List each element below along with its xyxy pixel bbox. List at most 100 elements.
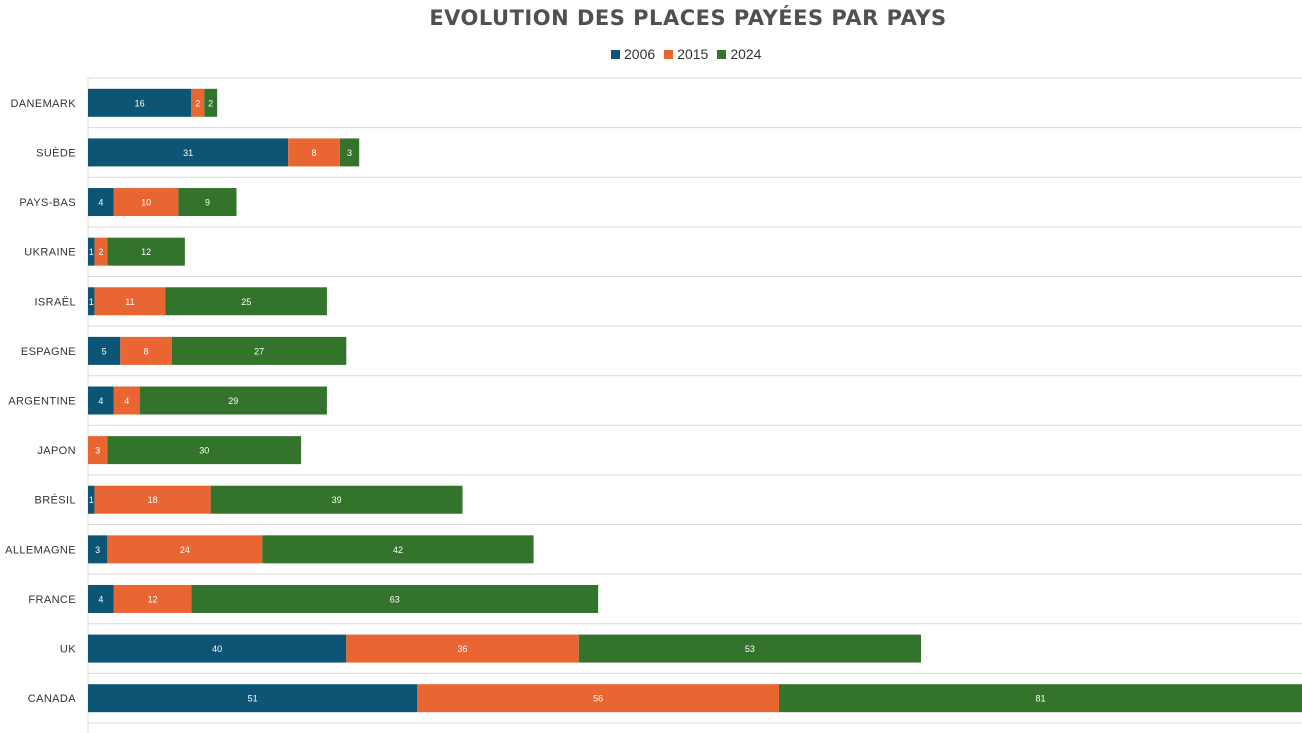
data-label-2015-japon: 3 [95, 446, 100, 456]
bar-2024-brésil [210, 485, 463, 514]
bar-2015-brésil [94, 485, 211, 514]
bar-2024-danemark [204, 88, 218, 117]
bar-2006-danemark [88, 88, 192, 117]
data-label-2015-ukraine: 2 [98, 247, 103, 257]
bar-2024-uk [578, 634, 922, 663]
data-label-2024-argentine: 29 [228, 396, 238, 406]
data-label-2024-espagne: 27 [254, 346, 264, 356]
category-label-argentine: ARGENTINE [8, 396, 76, 408]
legend-swatch-2006 [611, 49, 620, 59]
data-label-2024-brésil: 39 [332, 495, 342, 505]
legend-item-2024[interactable]: 2024 [717, 46, 761, 62]
category-label-israël: ISRAËL [34, 296, 76, 308]
data-label-2015-israël: 11 [125, 297, 134, 307]
data-label-2006-ukraine: 1 [89, 247, 94, 257]
chart-title: EVOLUTION DES PLACES PAYÉES PAR PAYS [429, 6, 947, 30]
category-label-uk: UK [60, 644, 76, 656]
legend-item-2015[interactable]: 2015 [664, 46, 708, 62]
bar-2006-suède [88, 138, 289, 167]
data-label-2015-argentine: 4 [124, 396, 129, 406]
data-label-2024-japon: 30 [199, 446, 209, 456]
bar-2006-argentine [88, 386, 114, 415]
data-label-2024-danemark: 2 [208, 98, 213, 108]
legend-label-2015: 2015 [677, 46, 709, 62]
data-label-2015-espagne: 8 [144, 346, 149, 356]
data-label-2015-uk: 36 [458, 644, 468, 654]
bar-2015-espagne [120, 336, 172, 365]
data-label-2024-france: 63 [390, 594, 400, 604]
bar-2015-canada [417, 684, 779, 713]
category-label-suède: SUÈDE [36, 146, 76, 159]
bar-2015-japon [88, 436, 108, 465]
bar-2015-uk [346, 634, 579, 663]
data-label-2015-canada: 56 [593, 694, 603, 704]
legend-item-2006[interactable]: 2006 [611, 46, 655, 62]
bar-2024-canada [778, 684, 1302, 713]
legend-label-2024: 2024 [730, 46, 762, 62]
data-label-2006-pays-bas: 4 [98, 198, 103, 208]
bar-2006-israël [88, 287, 95, 316]
data-label-2024-uk: 53 [745, 644, 755, 654]
data-label-2024-canada: 81 [1035, 694, 1045, 704]
bar-2024-pays-bas [178, 188, 237, 217]
category-label-brésil: BRÉSIL [34, 494, 76, 507]
data-label-2015-allemagne: 24 [180, 545, 190, 555]
chart-legend: 2006 2015 2024 [611, 45, 770, 63]
data-label-2015-pays-bas: 10 [141, 198, 151, 208]
bar-2006-france [88, 584, 114, 613]
data-label-2006-brésil: 1 [89, 495, 94, 505]
bar-2024-argentine [139, 386, 327, 415]
data-label-2015-suède: 8 [312, 148, 317, 158]
bar-2015-pays-bas [113, 188, 179, 217]
bar-2015-allemagne [107, 535, 263, 564]
data-label-2006-allemagne: 3 [95, 545, 100, 555]
bar-2024-ukraine [107, 237, 185, 266]
bar-2006-brésil [88, 485, 95, 514]
data-label-2006-israël: 1 [89, 297, 94, 307]
data-label-2006-suède: 31 [183, 148, 193, 158]
category-label-pays-bas: PAYS-BAS [19, 197, 76, 209]
category-label-japon: JAPON [37, 445, 76, 457]
bar-2015-ukraine [94, 237, 108, 266]
bar-2024-israël [165, 287, 327, 316]
category-label-ukraine: UKRAINE [24, 247, 76, 259]
data-label-2006-canada: 51 [248, 694, 258, 704]
data-label-2015-brésil: 18 [148, 495, 158, 505]
bar-2015-argentine [113, 386, 140, 415]
bar-2006-allemagne [88, 535, 108, 564]
data-label-2024-pays-bas: 9 [205, 198, 210, 208]
data-label-2006-uk: 40 [212, 644, 222, 654]
bar-2006-ukraine [88, 237, 95, 266]
bar-2024-japon [107, 436, 302, 465]
data-label-2015-france: 12 [148, 594, 158, 604]
bar-2006-uk [88, 634, 347, 663]
bar-2015-suède [288, 138, 340, 167]
bar-2024-allemagne [262, 535, 534, 564]
bar-2015-danemark [191, 88, 205, 117]
bar-2024-france [191, 584, 599, 613]
bar-2006-espagne [88, 336, 121, 365]
bar-2015-france [113, 584, 192, 613]
legend-swatch-2015 [664, 49, 674, 59]
data-label-2024-suède: 3 [347, 148, 352, 158]
legend-swatch-2024 [717, 49, 727, 59]
data-label-2006-argentine: 4 [98, 396, 103, 406]
category-label-danemark: DANEMARK [10, 98, 76, 110]
data-label-2006-danemark: 16 [135, 98, 145, 108]
category-label-allemagne: ALLEMAGNE [5, 544, 76, 556]
data-label-2024-ukraine: 12 [141, 247, 151, 257]
data-label-2015-danemark: 2 [195, 98, 200, 108]
category-label-canada: CANADA [28, 693, 77, 705]
legend-label-2006: 2006 [624, 46, 656, 62]
bar-2015-israël [94, 287, 166, 316]
data-label-2024-allemagne: 42 [393, 545, 403, 555]
category-label-espagne: ESPAGNE [21, 346, 76, 358]
bar-2006-canada [88, 684, 418, 713]
bar-2024-espagne [171, 336, 347, 365]
bar-2006-pays-bas [88, 188, 114, 217]
data-label-2006-france: 4 [98, 594, 103, 604]
data-label-2024-israël: 25 [241, 297, 251, 307]
data-label-2006-espagne: 5 [102, 346, 107, 356]
